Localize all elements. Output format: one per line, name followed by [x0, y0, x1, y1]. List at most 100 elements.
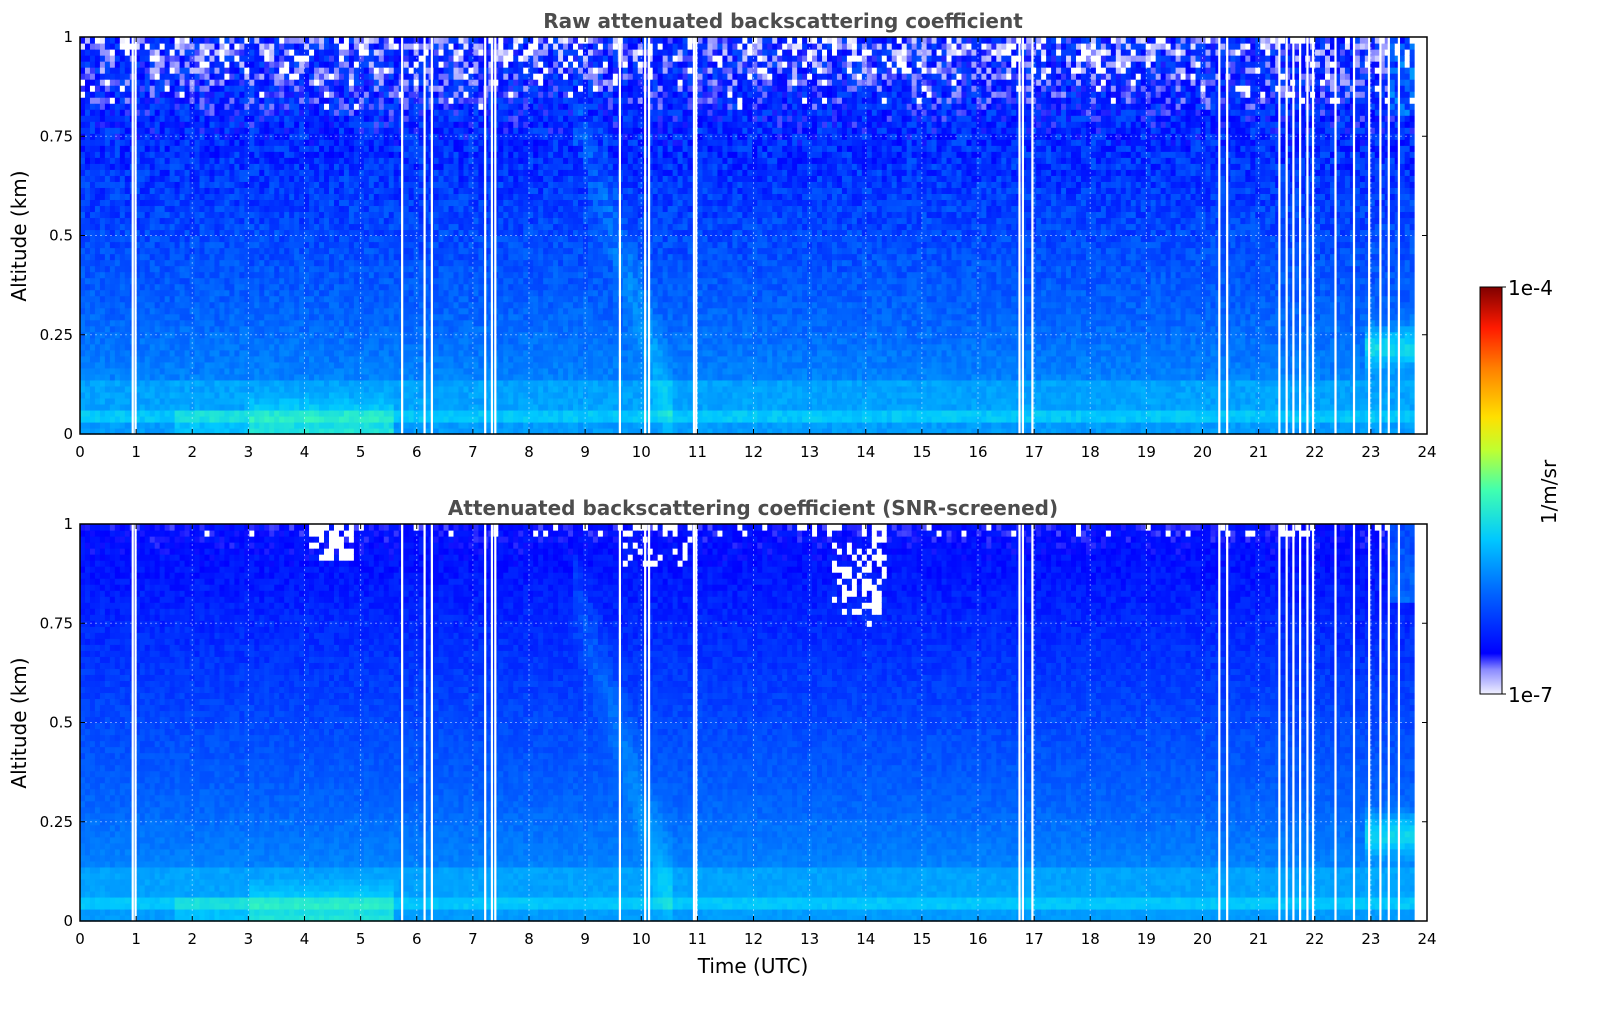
heatmap-cell — [80, 49, 86, 56]
heatmap-cell — [389, 284, 395, 291]
heatmap-cell — [354, 55, 360, 62]
heatmap-cell — [205, 374, 211, 381]
heatmap-cell — [354, 278, 360, 285]
heatmap-cell — [80, 37, 86, 44]
heatmap-cell — [379, 272, 385, 279]
heatmap-cell — [120, 205, 126, 212]
heatmap-cell — [80, 211, 86, 218]
heatmap-cell — [334, 73, 340, 80]
heatmap-cell — [369, 61, 375, 68]
heatmap-cell — [110, 422, 116, 429]
heatmap-cell — [374, 169, 380, 176]
heatmap-cell — [269, 193, 275, 200]
heatmap-cell — [369, 344, 375, 351]
heatmap-cell — [195, 302, 201, 309]
heatmap-cell — [150, 217, 156, 224]
heatmap-cell — [150, 121, 156, 128]
heatmap-cell — [344, 61, 350, 68]
heatmap-cell — [394, 175, 400, 182]
heatmap-cell — [205, 79, 211, 86]
heatmap-cell — [110, 392, 116, 399]
heatmap-cell — [229, 386, 235, 393]
heatmap-cell — [209, 368, 215, 375]
heatmap-cell — [359, 127, 365, 134]
heatmap-cell — [259, 109, 265, 116]
heatmap-cell — [254, 416, 260, 423]
heatmap-cell — [329, 398, 335, 405]
heatmap-cell — [259, 103, 265, 110]
heatmap-cell — [214, 79, 220, 86]
heatmap-cell — [309, 163, 315, 170]
heatmap-cell — [239, 422, 245, 429]
heatmap-cell — [284, 181, 290, 188]
heatmap-cell — [384, 320, 390, 327]
heatmap-cell — [239, 103, 245, 110]
heatmap-cell — [384, 205, 390, 212]
heatmap-cell — [364, 338, 370, 345]
heatmap-cell — [195, 362, 201, 369]
heatmap-cell — [219, 254, 225, 261]
heatmap-cell — [85, 49, 91, 56]
heatmap-cell — [145, 193, 151, 200]
heatmap-cell — [344, 115, 350, 122]
heatmap-cell — [354, 157, 360, 164]
heatmap-cell — [155, 139, 161, 146]
heatmap-cell — [150, 187, 156, 194]
heatmap-cell — [175, 344, 181, 351]
heatmap-cell — [374, 368, 380, 375]
heatmap-cell — [90, 67, 96, 74]
heatmap-cell — [100, 248, 106, 255]
heatmap-cell — [105, 338, 111, 345]
heatmap-cell — [339, 49, 345, 56]
heatmap-cell — [269, 392, 275, 399]
heatmap-cell — [289, 199, 295, 206]
heatmap-cell — [160, 260, 166, 267]
heatmap-cell — [354, 61, 360, 68]
heatmap-cell — [324, 91, 330, 98]
heatmap-cell — [120, 326, 126, 333]
heatmap-cell — [389, 151, 395, 158]
heatmap-cell — [214, 410, 220, 417]
heatmap-cell — [195, 326, 201, 333]
heatmap-cell — [95, 43, 101, 50]
heatmap-cell — [100, 242, 106, 249]
heatmap-cell — [389, 67, 395, 74]
heatmap-cell — [364, 61, 370, 68]
heatmap-cell — [224, 79, 230, 86]
heatmap-cell — [374, 181, 380, 188]
heatmap-cell — [140, 175, 146, 182]
heatmap-cell — [314, 362, 320, 369]
heatmap-cell — [344, 302, 350, 309]
heatmap-cell — [234, 338, 240, 345]
heatmap-cell — [244, 175, 250, 182]
heatmap-cell — [354, 236, 360, 243]
heatmap-cell — [289, 290, 295, 297]
heatmap-cell — [349, 236, 355, 243]
heatmap-cell — [219, 422, 225, 429]
heatmap-cell — [160, 151, 166, 158]
heatmap-cell — [369, 223, 375, 230]
heatmap-cell — [289, 37, 295, 44]
heatmap-cell — [339, 356, 345, 363]
heatmap-cell — [384, 175, 390, 182]
heatmap-cell — [389, 314, 395, 321]
heatmap-cell — [369, 338, 375, 345]
heatmap-cell — [349, 308, 355, 315]
heatmap-cell — [175, 157, 181, 164]
heatmap-cell — [175, 296, 181, 303]
heatmap-cell — [369, 386, 375, 393]
heatmap-cell — [299, 187, 305, 194]
heatmap-cell — [195, 380, 201, 387]
heatmap-cell — [384, 314, 390, 321]
heatmap-cell — [394, 326, 400, 333]
heatmap-cell — [90, 97, 96, 104]
heatmap-cell — [224, 109, 230, 116]
heatmap-cell — [145, 368, 151, 375]
heatmap-cell — [279, 278, 285, 285]
heatmap-cell — [180, 374, 186, 381]
heatmap-cell — [339, 338, 345, 345]
heatmap-cell — [339, 380, 345, 387]
heatmap-cell — [224, 368, 230, 375]
heatmap-cell — [299, 199, 305, 206]
